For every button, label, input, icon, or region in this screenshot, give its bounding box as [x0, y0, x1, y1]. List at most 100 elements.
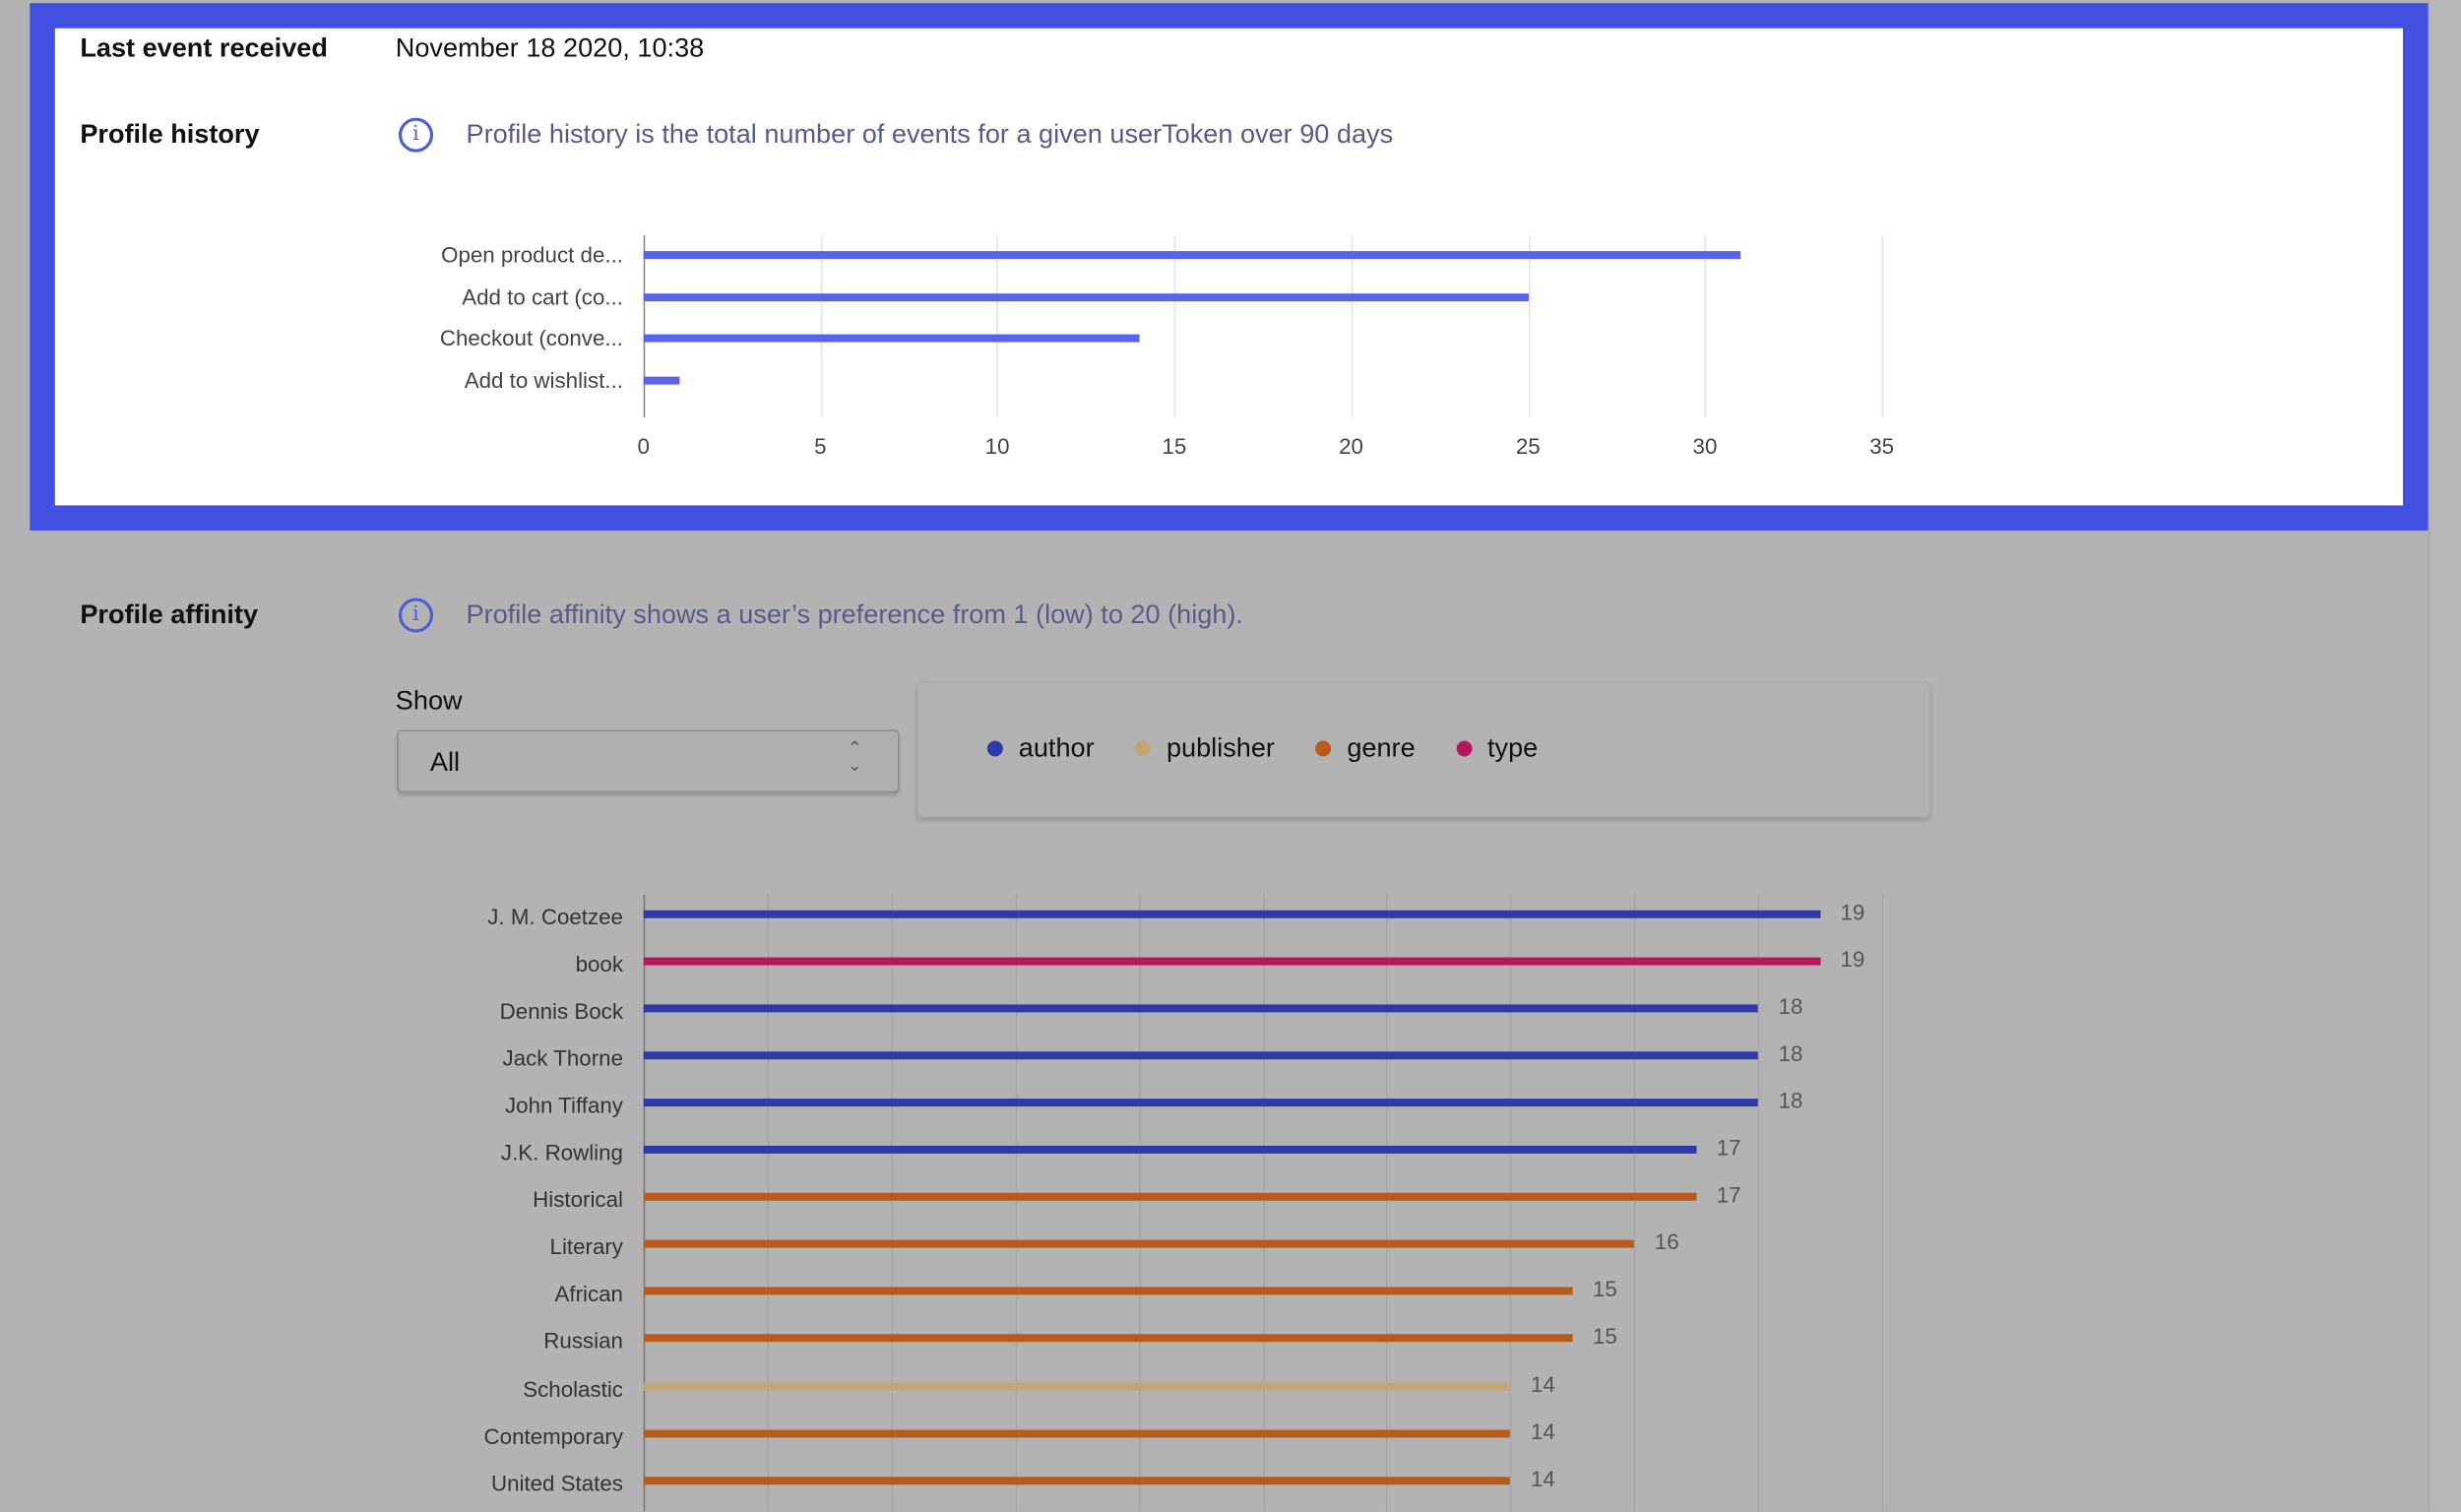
- y-tick-label: Open product de...: [441, 241, 623, 268]
- show-select-value: All: [429, 746, 461, 778]
- x-tick-label: 10: [984, 433, 1010, 459]
- gridline: [1881, 894, 1884, 1512]
- info-icon: i: [398, 117, 434, 153]
- bar: [643, 1051, 1758, 1060]
- x-tick-label: 15: [1162, 433, 1187, 459]
- gridline: [1757, 894, 1760, 1512]
- y-tick-label: Literary: [549, 1233, 623, 1260]
- info-icon: i: [398, 598, 434, 633]
- gridline: [1704, 235, 1707, 418]
- gridline: [1528, 235, 1530, 418]
- last-event-value: November 18 2020, 10:38: [395, 32, 705, 63]
- data-label: 17: [1716, 1182, 1741, 1208]
- legend-item-author[interactable]: author: [986, 732, 1095, 765]
- legend-item-publisher[interactable]: publisher: [1135, 733, 1275, 765]
- legend-dot-icon: [1135, 740, 1152, 757]
- data-label: 18: [1778, 1088, 1803, 1113]
- legend-dot-icon: [986, 740, 1003, 757]
- bar: [643, 1099, 1758, 1107]
- y-tick-label: Checkout (conve...: [439, 325, 623, 350]
- gridline: [1138, 894, 1141, 1512]
- gridline: [997, 235, 999, 418]
- y-tick-label: Scholastic: [523, 1375, 623, 1402]
- legend-label: type: [1486, 732, 1539, 763]
- data-label: 17: [1716, 1135, 1741, 1161]
- data-label: 18: [1778, 993, 1803, 1019]
- legend-item-genre[interactable]: genre: [1315, 732, 1416, 765]
- y-tick-label: Add to cart (co...: [462, 283, 623, 309]
- x-tick-label: 30: [1692, 433, 1718, 459]
- gridline: [1510, 894, 1512, 1512]
- data-label: 15: [1592, 1323, 1617, 1350]
- y-tick-label: Jack Thorne: [502, 1045, 623, 1071]
- profile-affinity-label: Profile affinity: [80, 599, 259, 630]
- bar: [643, 957, 1820, 966]
- gridline: [1351, 235, 1354, 418]
- gridline: [767, 894, 770, 1512]
- x-tick-label: 5: [814, 433, 827, 459]
- x-tick-label: 20: [1339, 433, 1363, 459]
- bar: [643, 1476, 1511, 1484]
- profile-history-label: Profile history: [80, 119, 260, 150]
- x-tick-label: 35: [1869, 433, 1895, 459]
- legend-label: publisher: [1166, 732, 1275, 763]
- bar: [643, 1146, 1696, 1155]
- last-event-label: Last event received: [80, 32, 328, 63]
- scrollbar-track[interactable]: [2428, 0, 2461, 1512]
- data-label: 14: [1531, 1418, 1555, 1444]
- data-label: 18: [1778, 1040, 1803, 1066]
- y-tick-label: Add to wishlist...: [464, 366, 623, 392]
- gridline: [891, 894, 893, 1512]
- y-tick-label: J. M. Coetzee: [487, 904, 623, 929]
- y-tick-label: John Tiffany: [504, 1093, 623, 1118]
- profile-summary-panel: [54, 28, 2404, 506]
- bar: [643, 1381, 1511, 1390]
- data-label: 14: [1531, 1465, 1555, 1491]
- data-label: 19: [1840, 946, 1865, 973]
- show-select[interactable]: All ⌃ ⌄: [397, 729, 900, 793]
- bar: [643, 292, 1529, 301]
- y-tick-label: Russian: [543, 1328, 623, 1354]
- bar: [643, 1334, 1573, 1343]
- chevron-updown-icon: ⌃ ⌄: [847, 738, 862, 776]
- legend: author publisher genre type: [916, 680, 1931, 818]
- gridline: [643, 894, 646, 1512]
- y-tick-label: Contemporary: [483, 1422, 623, 1448]
- gridline: [643, 235, 646, 418]
- bar: [643, 1193, 1696, 1202]
- bar: [643, 1004, 1758, 1013]
- gridline: [1634, 894, 1636, 1512]
- legend-dot-icon: [1315, 740, 1332, 757]
- bar: [643, 375, 679, 384]
- gridline: [1173, 235, 1176, 418]
- x-tick-label: 0: [637, 433, 650, 459]
- gridline: [1386, 894, 1389, 1512]
- data-label: 16: [1654, 1228, 1679, 1255]
- legend-item-type[interactable]: type: [1456, 733, 1538, 765]
- legend-dot-icon: [1456, 740, 1473, 757]
- gridline: [1015, 894, 1017, 1512]
- gridline: [820, 235, 822, 418]
- legend-label: genre: [1347, 732, 1416, 763]
- bar: [643, 910, 1820, 918]
- profile-affinity-info: Profile affinity shows a user’s preferen…: [466, 599, 1243, 630]
- profile-history-info: Profile history is the total number of e…: [466, 119, 1394, 150]
- data-label: 14: [1531, 1370, 1555, 1397]
- bar: [643, 1428, 1511, 1437]
- gridline: [1881, 235, 1884, 418]
- profile-history-chart: 0 5 10 15 20 25 30 35 Open product de... Add to c…: [0, 0, 2461, 518]
- bar: [643, 1288, 1573, 1296]
- data-label: 15: [1592, 1276, 1617, 1302]
- x-tick-label: 25: [1515, 433, 1541, 459]
- legend-label: author: [1018, 732, 1095, 763]
- bar: [643, 1240, 1635, 1249]
- y-tick-label: United States: [490, 1470, 623, 1495]
- y-tick-label: Historical: [533, 1186, 623, 1213]
- bar: [643, 251, 1740, 260]
- y-tick-label: African: [554, 1281, 623, 1307]
- y-tick-label: Dennis Bock: [499, 998, 623, 1024]
- bar: [643, 334, 1139, 343]
- gridline: [1262, 894, 1265, 1512]
- y-tick-label: book: [575, 951, 623, 976]
